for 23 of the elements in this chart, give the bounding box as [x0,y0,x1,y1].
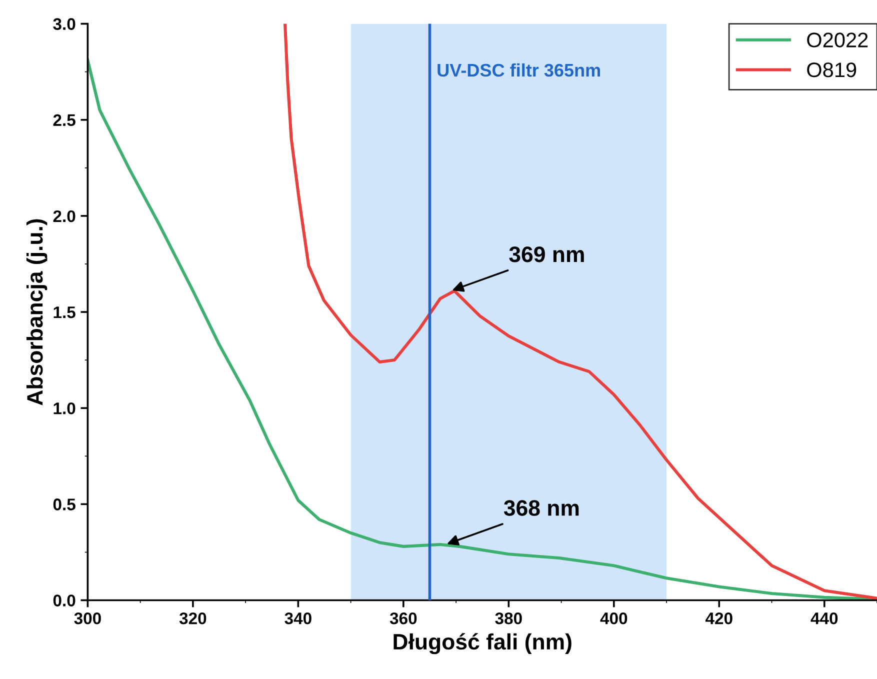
x-axis-title: Długość fali (nm) [394,633,572,654]
x-tick-label: 440 [810,612,838,624]
annotation: 369 nm [509,246,584,262]
y-tick-label: 2.5 [53,114,76,126]
y-tick-label: 1.0 [54,402,76,414]
x-tick-label: 360 [390,612,417,624]
x-tick-label: 340 [284,612,312,624]
y-tick-label: 3.0 [53,18,76,30]
y-tick-label: 2.0 [53,210,76,222]
line-series [283,24,877,600]
y-tick-label: 1.5 [54,306,76,318]
x-tick-label: 320 [179,612,206,624]
x-tick-label: 300 [74,612,101,624]
legend-label: O2022 [807,32,868,48]
y-tick-label: 0.0 [53,594,76,606]
x-tick-label: 400 [600,612,628,624]
x-tick-label: 380 [495,612,522,624]
y-axis-title: Absorbancja (j.u.) [26,219,48,406]
x-tick-label: 420 [705,612,732,624]
ref-line-label: UV-DSC filtr 365nm [438,63,600,77]
legend-label: O819 [807,62,856,78]
annotation: 368 nm [504,500,579,516]
y-tick-label: 0.5 [53,498,76,510]
